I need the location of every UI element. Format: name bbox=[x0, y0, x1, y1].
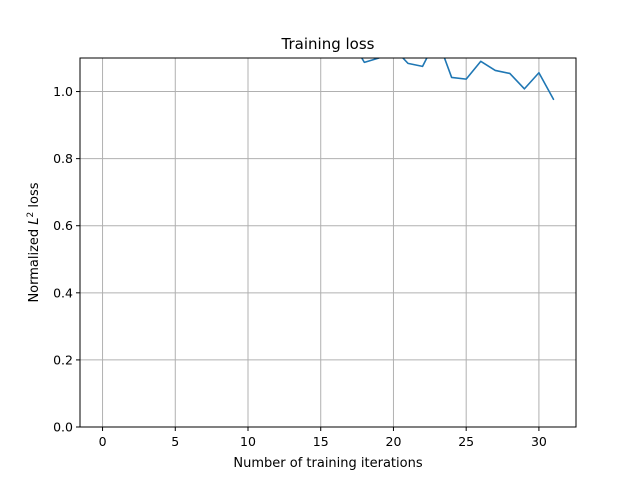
x-tick-label: 25 bbox=[458, 434, 474, 449]
x-tick-label: 5 bbox=[171, 434, 179, 449]
x-tick-label: 10 bbox=[240, 434, 256, 449]
y-tick-label: 0.6 bbox=[53, 218, 73, 233]
y-tick-label: 0.4 bbox=[53, 285, 73, 300]
loss-series-line bbox=[360, 58, 555, 101]
y-axis-ticks: 0.0 0.2 0.4 0.6 0.8 1.0 bbox=[53, 84, 80, 435]
x-tick-label: 15 bbox=[313, 434, 329, 449]
plot-frame bbox=[79, 57, 577, 428]
y-axis-label: Normalized L2 loss bbox=[26, 182, 42, 302]
y-tick-label: 0.2 bbox=[53, 352, 73, 367]
y-tick-label: 0.0 bbox=[53, 420, 73, 435]
y-axis-label-prefix: Normalized bbox=[27, 225, 42, 303]
x-tick-label: 30 bbox=[531, 434, 547, 449]
y-axis-label-suffix: loss bbox=[27, 182, 42, 211]
x-tick-label: 20 bbox=[386, 434, 402, 449]
grid-lines bbox=[80, 58, 576, 428]
x-axis-ticks: 0 5 10 15 20 25 30 bbox=[99, 427, 547, 449]
x-tick-label: 0 bbox=[99, 434, 107, 449]
chart-title: Training loss bbox=[281, 35, 375, 53]
y-axis-label-superscript: 2 bbox=[26, 212, 36, 218]
x-axis-label: Number of training iterations bbox=[233, 456, 422, 471]
y-tick-label: 1.0 bbox=[53, 84, 73, 99]
y-tick-label: 0.8 bbox=[53, 151, 73, 166]
series-layer bbox=[360, 58, 555, 101]
y-axis-label-variable: L bbox=[27, 217, 42, 224]
